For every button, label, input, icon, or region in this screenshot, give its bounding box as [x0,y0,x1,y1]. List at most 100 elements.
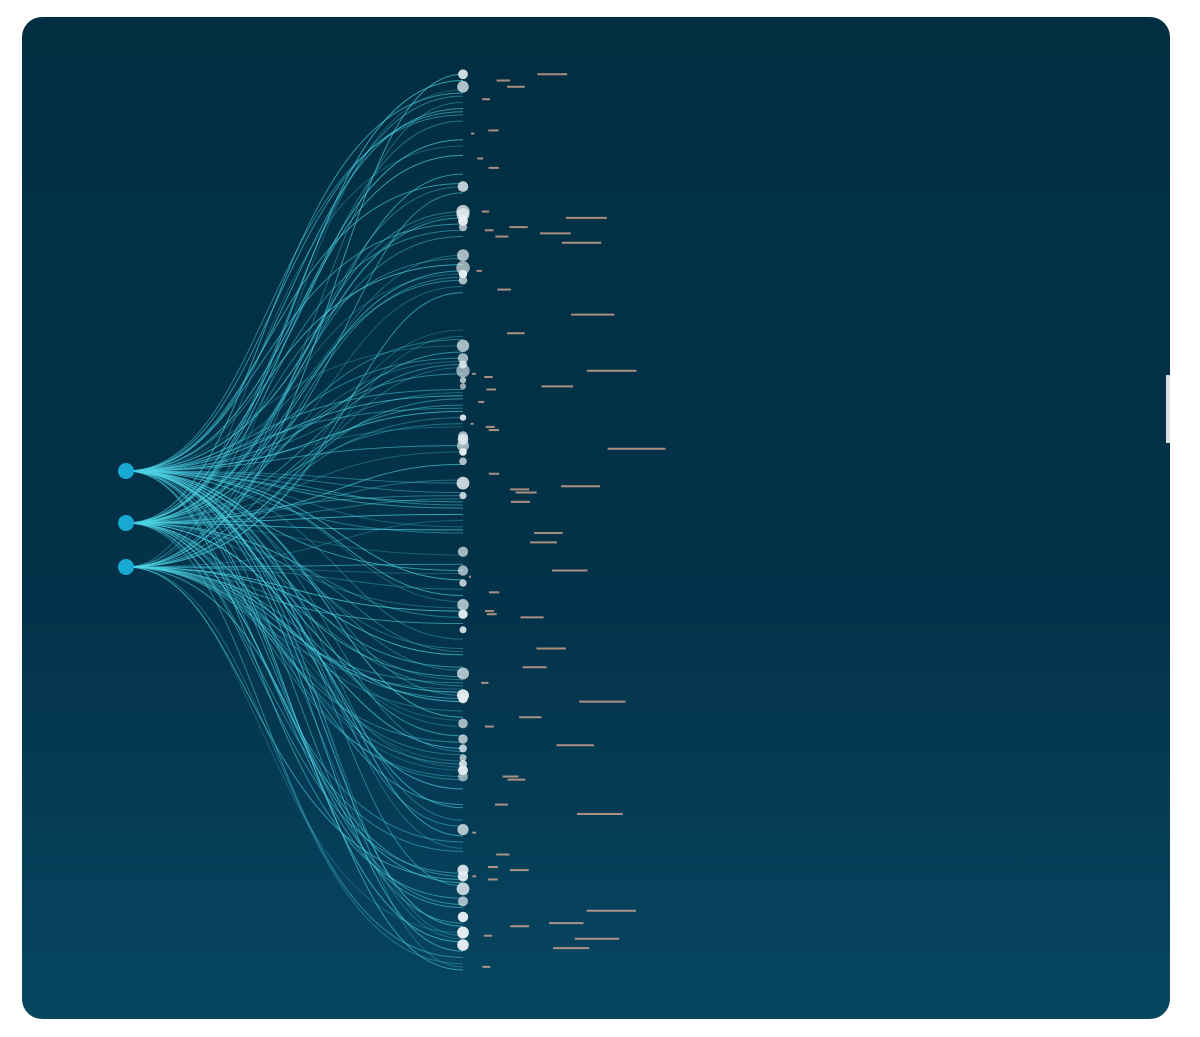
link [125,470,464,849]
link [125,470,464,737]
row-node [457,439,469,452]
link [125,470,464,506]
row-node [457,939,469,951]
link [125,566,464,656]
row-node [456,339,470,352]
link [125,566,464,721]
link [125,470,464,603]
row-node [457,667,469,680]
link [125,495,464,524]
row-node [459,626,467,634]
link [125,95,464,524]
row-node [456,364,470,378]
rows [463,67,1042,971]
link [125,566,464,590]
link [125,566,464,728]
link [125,470,464,877]
row-node [458,269,468,279]
link [125,276,464,568]
link [125,373,464,568]
link [125,423,464,524]
row-node [459,414,467,421]
link [125,566,464,971]
link [125,426,464,472]
source-node [118,515,134,531]
link [125,407,464,472]
link [125,566,464,768]
row-node [456,882,470,896]
source-node [118,559,134,575]
link [125,470,464,899]
link [125,470,464,596]
row-node [457,353,469,364]
row-node [459,579,467,587]
link [125,445,464,472]
link [125,182,464,472]
link [125,470,464,493]
link [125,273,464,524]
link [125,522,464,671]
link [125,566,464,762]
row-node [458,69,468,80]
link [125,223,464,472]
link [125,270,464,524]
link [125,522,464,681]
row-node [458,216,468,226]
row-nodes [456,69,470,951]
row-node [459,457,467,466]
row-node [456,260,470,275]
scroll-handle [1166,375,1170,443]
link [125,520,464,568]
row-node [457,871,469,882]
row-node [459,376,467,384]
row-node [459,491,467,500]
link [125,566,464,806]
row-node [457,181,469,192]
link [125,470,464,753]
link [125,470,464,790]
link [125,264,464,524]
row-node [457,911,469,923]
link [125,470,464,640]
link [125,522,464,837]
row-node [457,599,469,611]
link [125,566,464,765]
source-nodes [118,463,134,575]
row-node [459,744,467,753]
link [125,410,464,472]
link [125,335,464,568]
link [125,522,464,609]
link [125,417,464,568]
panel [22,17,1170,1019]
link [125,563,464,568]
link [125,211,464,568]
row-node [458,609,468,619]
link [125,395,464,472]
link [125,392,464,472]
link [125,214,464,472]
link [125,566,464,965]
link [125,114,464,472]
links [125,73,464,971]
link [125,470,464,827]
row-node [457,926,469,939]
row-node [459,754,467,762]
link [125,451,464,524]
row-node [459,448,467,456]
link [125,566,464,684]
link [125,470,464,650]
link [125,470,464,924]
row-node [457,823,469,836]
source-node [118,463,134,479]
link [125,470,464,887]
link [125,470,464,509]
link [125,470,464,821]
link [125,470,464,528]
link [125,566,464,880]
link [125,498,464,524]
link [125,522,464,959]
link [125,351,464,472]
link [125,522,464,531]
link [125,566,464,934]
